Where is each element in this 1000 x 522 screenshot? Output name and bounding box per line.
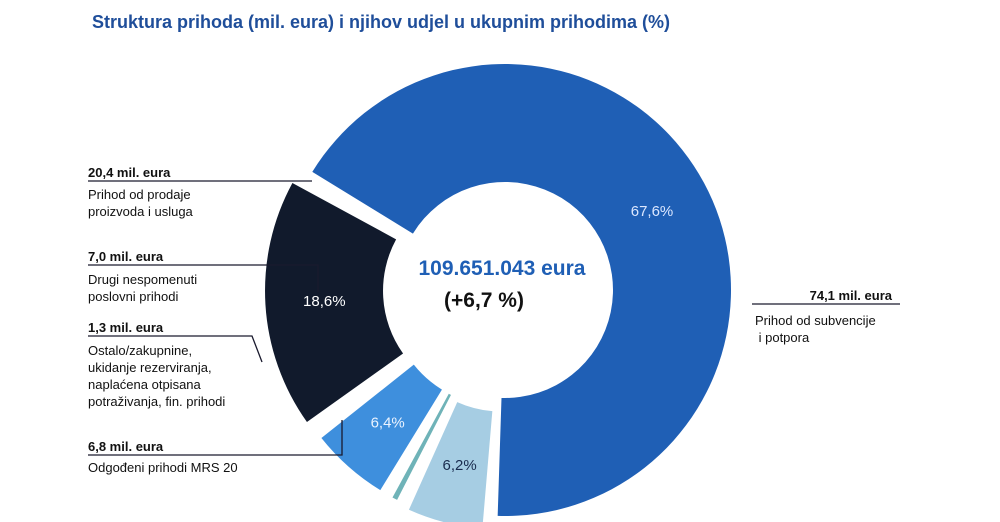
- annotation-description: Ostalo/zakupnine,: [88, 343, 192, 358]
- annotation-description: naplaćena otpisana: [88, 377, 202, 392]
- donut-segment: [408, 402, 493, 522]
- donut-segment: [321, 364, 442, 491]
- annotation-amount: 74,1 mil. eura: [810, 288, 893, 303]
- leader-line: [88, 335, 263, 363]
- annotation-description: Odgođeni prihodi MRS 20: [88, 460, 238, 475]
- center-change: (+6,7 %): [444, 289, 524, 312]
- leader-line: [88, 420, 343, 456]
- annotation-description: potraživanja, fin. prihodi: [88, 394, 225, 409]
- annotation-description: Prihod od subvencije: [755, 313, 876, 328]
- annotation-description: poslovni prihodi: [88, 289, 178, 304]
- annotations: 74,1 mil. eura Prihod od subvencije i pot…: [88, 165, 893, 475]
- center-total: 109.651.043 eura: [419, 257, 586, 280]
- annotation-amount: 6,8 mil. eura: [88, 439, 164, 454]
- annotation-amount: 1,3 mil. eura: [88, 320, 164, 335]
- segment-percent-label: 67,6%: [631, 203, 674, 220]
- donut-segments: 67,6%6,2%1,2%6,4%18,6%: [265, 63, 731, 522]
- donut-center: 109.651.043 eura (+6,7 %): [419, 257, 586, 312]
- leader-lines: [88, 180, 900, 456]
- annotation-amount: 20,4 mil. eura: [88, 165, 171, 180]
- donut-segment: [392, 393, 451, 500]
- segment-percent-label: 6,2%: [443, 457, 477, 474]
- leader-line: [88, 264, 319, 292]
- annotation-description: Prihod od prodaje: [88, 187, 191, 202]
- donut-segment: [265, 183, 404, 422]
- chart-title: Struktura prihoda (mil. eura) i njihov u…: [92, 12, 671, 32]
- annotation-amount: 7,0 mil. eura: [88, 249, 164, 264]
- annotation-description: Drugi nespomenuti: [88, 272, 197, 287]
- annotation-description: proizvoda i usluga: [88, 204, 194, 219]
- segment-percent-label: 18,6%: [303, 293, 346, 310]
- annotation-description: ukidanje rezerviranja,: [88, 360, 212, 375]
- annotation-description: i potpora: [755, 330, 810, 345]
- donut-segment: [312, 63, 731, 517]
- segment-percent-label: 6,4%: [371, 415, 405, 432]
